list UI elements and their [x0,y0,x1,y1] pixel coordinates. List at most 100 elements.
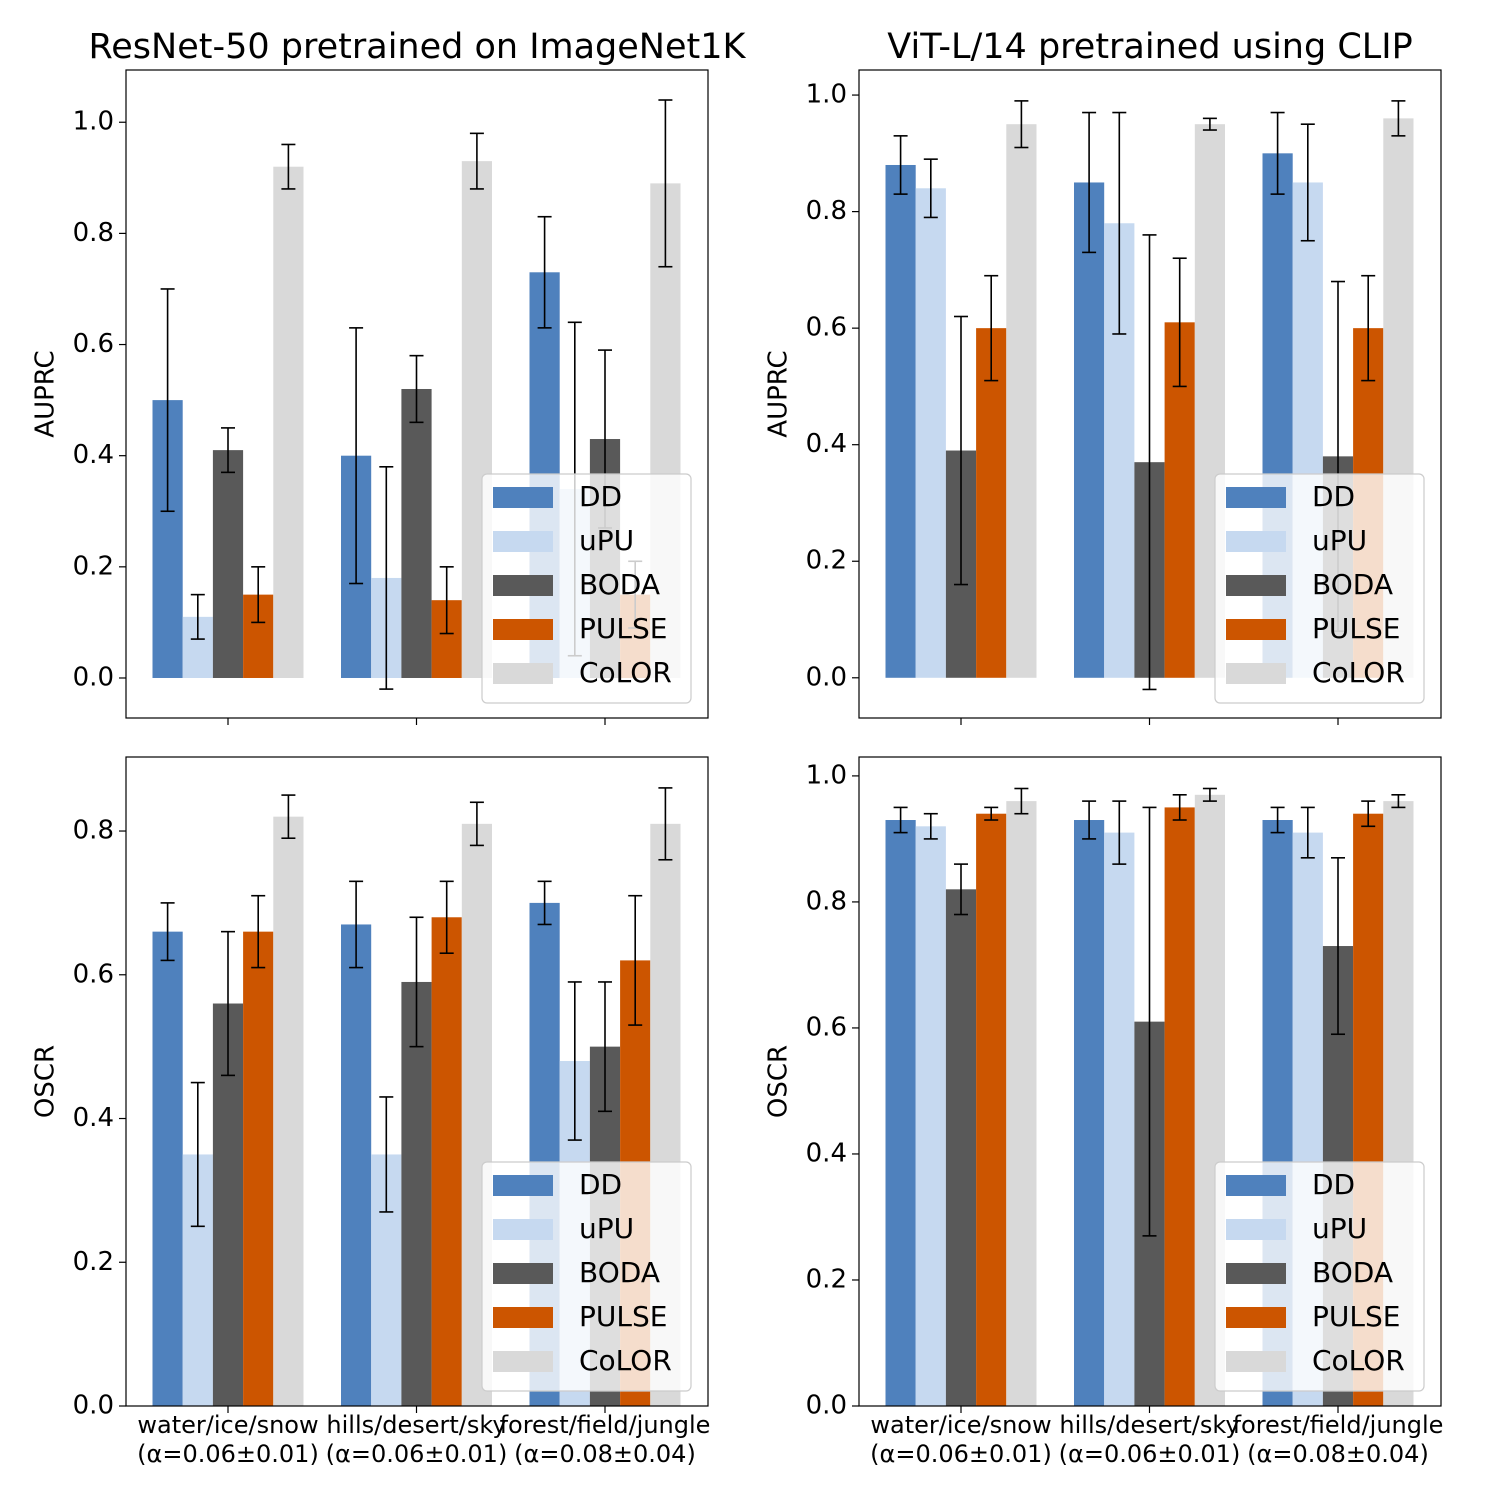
y-tick-label: 1.0 [806,80,847,110]
legend-swatch [1226,663,1286,684]
legend-label: PULSE [1312,1300,1400,1333]
bar [243,931,274,1406]
error-bar [537,215,552,329]
legend-label: PULSE [1312,612,1400,645]
error-bar [1172,257,1187,388]
x-tick-label: hills/desert/sky [1059,1411,1239,1439]
y-tick-label: 0.8 [73,218,114,248]
error-bar [1391,100,1406,137]
error-bar [893,135,908,195]
error-bar [251,566,266,624]
error-bar [1331,857,1345,1036]
error-bar [409,354,424,424]
y-tick-label: 0.4 [73,440,114,470]
bar [1074,820,1105,1406]
error-bar [893,806,908,834]
error-bar [923,158,938,219]
legend-label: DD [1312,480,1355,513]
bar [1006,124,1037,678]
y-tick-label: 0.8 [73,816,114,846]
y-tick-label: 1.0 [806,760,847,790]
legend-swatch [493,1219,553,1240]
legend-swatch [1226,1307,1286,1328]
error-bar [379,1096,394,1213]
legend-swatch [1226,531,1286,552]
x-tick-label: (α=0.06±0.01) [137,1440,319,1468]
y-tick-label: 0.0 [73,662,114,692]
error-bar [984,274,999,382]
x-tick-label: water/ice/snow [870,1411,1051,1439]
legend-label: BODA [1312,568,1393,601]
error-bar [537,880,552,926]
bar [915,826,946,1406]
error-bar [190,1081,205,1228]
error-bar [1112,800,1127,865]
bar [341,924,372,1406]
legend-label: BODA [1312,1256,1393,1289]
legend-label: CoLOR [1312,656,1405,689]
legend-swatch [1226,1351,1286,1372]
error-bar [1300,806,1315,859]
y-tick-label: 0.8 [806,196,847,226]
error-bar [469,801,484,847]
bar [273,816,304,1406]
legend-label: DD [1312,1168,1355,1201]
legend-swatch [493,1307,553,1328]
x-tick-label: (α=0.06±0.01) [326,1440,508,1468]
legend-label: CoLOR [579,656,672,689]
legend-swatch [1226,619,1286,640]
error-bar [1361,800,1376,828]
error-bar [1391,794,1406,809]
legend-swatch [1226,1175,1286,1196]
y-tick-label: 0.6 [73,329,114,359]
legend-swatch [1226,575,1286,596]
y-tick-label: 0.6 [73,959,114,989]
y-tick-label: 0.4 [806,1138,847,1168]
error-bar [1300,123,1315,242]
bar [1074,182,1105,678]
y-tick-label: 0.0 [806,1391,847,1421]
error-bar [984,806,999,821]
y-tick-label: 0.4 [73,1103,114,1133]
error-bar [1361,274,1376,382]
bar [431,917,462,1406]
error-bar [658,787,673,861]
bar [1104,832,1135,1406]
error-bar [1112,111,1127,335]
legend-swatch [493,531,553,552]
bar [273,166,304,678]
legend-label: DD [579,480,622,513]
x-tick-label: hills/desert/sky [326,1411,506,1439]
error-bar [598,981,612,1113]
y-axis-label: OSCR [764,1045,794,1118]
bar [1006,801,1037,1406]
y-tick-label: 0.2 [73,1247,114,1277]
error-bar [160,288,175,513]
bar [885,164,916,678]
error-bar [1142,234,1157,691]
y-axis-label: AUPRC [31,350,61,437]
bar [152,931,183,1406]
y-tick-label: 0.4 [806,429,847,459]
legend-swatch [1226,1263,1286,1284]
error-bar [439,880,454,955]
y-tick-label: 0.2 [806,546,847,576]
legend-label: CoLOR [1312,1344,1405,1377]
y-tick-label: 0.6 [806,313,847,343]
legend-swatch [493,575,553,596]
error-bar [379,466,394,690]
bar [212,450,244,678]
legend-swatch [493,1263,553,1284]
legend-swatch [493,487,553,508]
error-bar [1082,800,1097,840]
x-tick-label: (α=0.08±0.04) [1247,1440,1429,1468]
error-bar [251,894,266,969]
y-tick-label: 0.6 [806,1012,847,1042]
bar [915,188,946,678]
error-bar [1082,111,1097,254]
x-tick-label: forest/field/jungle [1233,1411,1444,1439]
legend-swatch [1226,487,1286,508]
error-bar [221,427,235,474]
legend-label: PULSE [579,612,667,645]
legend-label: DD [579,1168,622,1201]
